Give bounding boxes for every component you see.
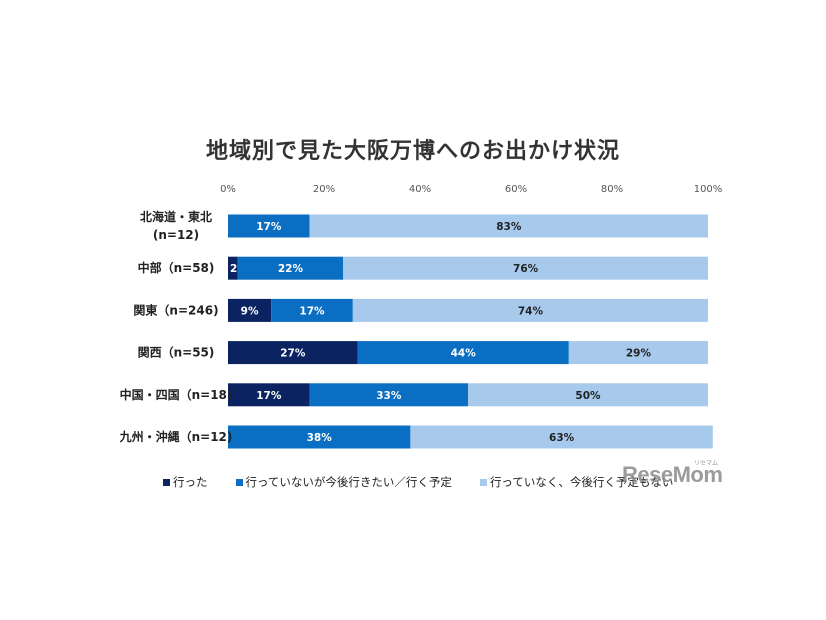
- x-tick-label: 60%: [505, 184, 527, 195]
- legend-item-plan-to-go: 行っていないが今後行きたい／行く予定: [235, 474, 452, 490]
- data-label: 33%: [376, 390, 402, 402]
- data-label: 9%: [241, 305, 259, 317]
- data-label: 63%: [549, 432, 575, 444]
- bar-segment: [410, 425, 713, 449]
- legend-item-went: 行った: [163, 474, 208, 490]
- legend-swatch-went: [163, 478, 170, 486]
- data-label: 76%: [513, 263, 539, 275]
- legend-item-no-plan: 行っていなく、今後行く予定もない: [479, 474, 674, 490]
- watermark-logo: ReseMom: [622, 462, 723, 487]
- legend-swatch-no-plan: [479, 478, 487, 486]
- legend: 行った 行っていないが今後行きたい／行く予定 行っていなく、今後行く予定もない: [163, 474, 673, 490]
- data-label: 74%: [518, 305, 544, 317]
- data-label: 50%: [575, 390, 601, 402]
- bar-segment: [237, 256, 344, 280]
- bar-segment: [271, 298, 353, 322]
- bar-segment: [352, 298, 708, 322]
- category-label: 関西（n=55): [138, 345, 215, 360]
- watermark-kana: リセマム: [694, 460, 719, 467]
- bar-segment: [468, 383, 708, 407]
- bar-segment: [357, 341, 569, 365]
- category-label: 九州・沖縄（n=12): [119, 429, 233, 444]
- data-label: 29%: [626, 348, 652, 360]
- category-label: (n=12): [153, 228, 199, 242]
- legend-label-no-plan: 行っていなく、今後行く予定もない: [489, 475, 674, 489]
- x-tick-label: 100%: [694, 184, 723, 195]
- x-tick-label: 20%: [313, 184, 335, 195]
- bar-segment: [228, 341, 358, 365]
- bar-segment: [228, 425, 411, 449]
- bar-segment: [228, 298, 272, 322]
- category-label: 中国・四国（n=18): [120, 387, 233, 402]
- bar-segment: [309, 214, 708, 238]
- category-label: 関東（n=246): [133, 302, 218, 317]
- data-label: 22%: [278, 263, 304, 275]
- bar-segment: [309, 383, 468, 407]
- data-label: 38%: [307, 432, 333, 444]
- legend-label-plan-to-go: 行っていないが今後行きたい／行く予定: [245, 475, 452, 489]
- data-label: 17%: [256, 390, 282, 402]
- x-tick-label: 80%: [601, 184, 623, 195]
- bar-segment: [228, 383, 310, 407]
- data-label: 17%: [256, 221, 282, 233]
- bar-group: 17%83%2%22%76%9%17%74%27%44%29%17%33%50%…: [228, 214, 713, 449]
- x-tick-label: 0%: [220, 184, 236, 195]
- data-label: 27%: [280, 348, 306, 360]
- bar-segment: [343, 256, 708, 280]
- legend-swatch-plan-to-go: [235, 478, 243, 486]
- category-label: 北海道・東北: [140, 209, 212, 224]
- category-labels: 北海道・東北 (n=12) 中部（n=58) 関東（n=246) 関西（n=55) 中国・…: [119, 209, 233, 444]
- x-tick-label: 40%: [409, 184, 431, 195]
- data-label: 83%: [496, 221, 522, 233]
- data-label: 17%: [299, 305, 325, 317]
- x-axis-ticks: 0% 20% 40% 60% 80% 100%: [220, 184, 722, 195]
- category-label: 中部（n=58): [138, 260, 215, 275]
- bar-segment: [228, 214, 310, 238]
- bar-segment: [568, 341, 708, 365]
- data-label: 44%: [451, 348, 477, 360]
- bar-segment: [228, 256, 238, 280]
- chart-title: 地域別で見た大阪万博へのお出かけ状況: [205, 139, 620, 164]
- legend-label-went: 行った: [173, 475, 208, 489]
